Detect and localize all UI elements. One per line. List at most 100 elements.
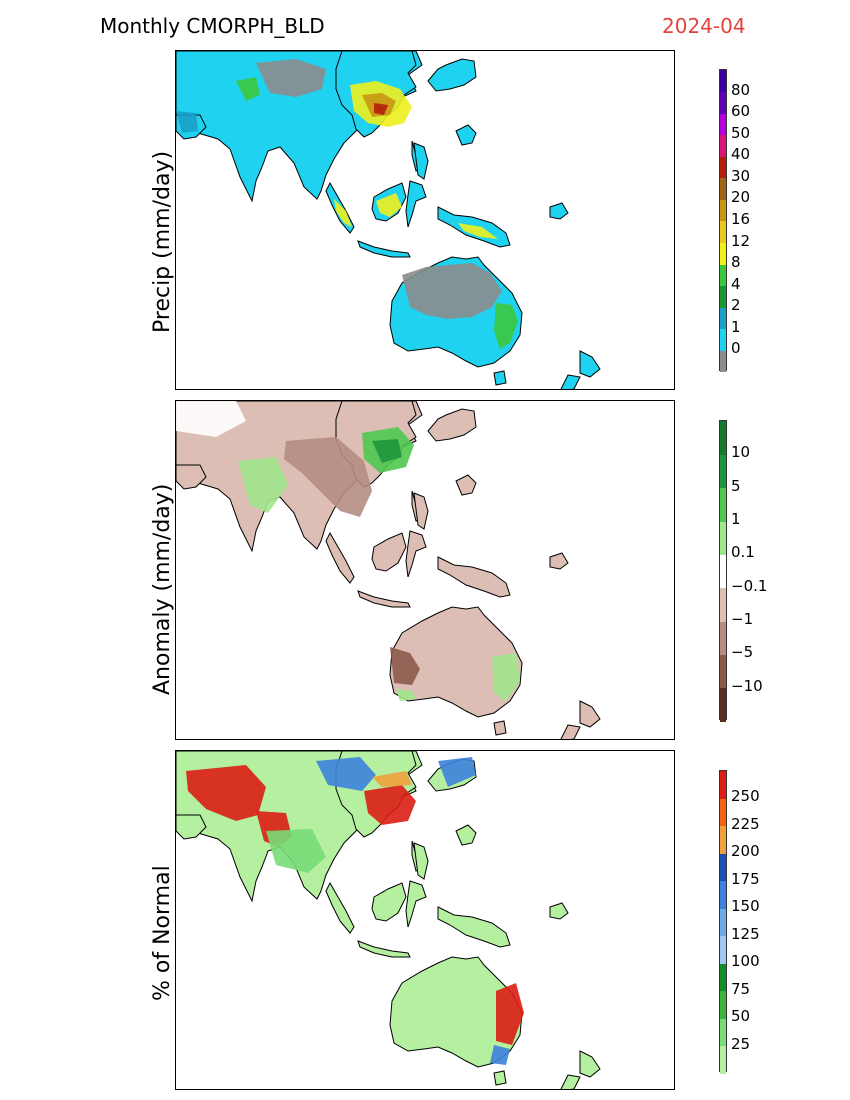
colorbar-swatch	[720, 963, 726, 992]
anomaly-land	[176, 401, 601, 739]
landmass	[560, 1074, 581, 1089]
colorbar-tick-label: 25	[731, 1034, 751, 1053]
precip-field-patch	[438, 757, 476, 787]
colorbar-tick-label: −0.1	[731, 576, 768, 595]
precip-field-patch	[316, 757, 376, 791]
precip-map	[176, 51, 601, 389]
colorbar-tick-label: 8	[731, 253, 741, 272]
landmass	[325, 881, 355, 934]
landmass	[357, 240, 411, 258]
colorbar-tick-label: 50	[731, 1007, 751, 1026]
colorbar-swatch	[720, 880, 726, 909]
landmass	[437, 556, 511, 598]
landmass	[413, 142, 429, 180]
precip-field-patch	[458, 223, 498, 239]
colorbar-swatch	[720, 935, 726, 964]
landmass	[579, 1050, 601, 1078]
colorbar-tick-label: 5	[731, 476, 741, 495]
colorbar-swatch	[720, 264, 726, 287]
percent-normal-map-panel	[175, 750, 675, 1090]
landmass	[579, 700, 601, 728]
precip-field-patch	[402, 263, 502, 319]
colorbar-tick-label: 225	[731, 814, 760, 833]
precip-field-patch	[376, 193, 402, 217]
precip-axis-label: Precip (mm/day)	[150, 150, 175, 333]
precip-field-patch	[372, 439, 402, 463]
precip-field-patch	[176, 111, 198, 133]
precip-colorbar	[719, 69, 727, 373]
precip-detail	[176, 59, 518, 349]
colorbar-swatch	[720, 798, 726, 827]
landmass	[493, 720, 507, 736]
colorbar-tick-label: 16	[731, 210, 751, 228]
colorbar-tick-label: 20	[731, 188, 751, 207]
colorbar-tick-label: 30	[731, 166, 751, 185]
colorbar-tick-label: 75	[731, 979, 751, 998]
colorbar-tick-label: 125	[731, 924, 760, 943]
precip-field-patch	[372, 771, 412, 787]
precip-field-patch	[396, 689, 416, 701]
colorbar-swatch	[720, 1018, 726, 1047]
colorbar-swatch	[720, 521, 726, 555]
colorbar-swatch	[720, 554, 726, 589]
landmass	[405, 880, 427, 928]
colorbar-swatch	[720, 454, 726, 489]
colorbar-tick-label: 12	[731, 231, 751, 250]
landmass	[357, 940, 411, 958]
percent-normal-map	[176, 751, 601, 1089]
colorbar-tick-label: −5	[731, 643, 754, 662]
landmass	[549, 202, 569, 220]
landmass	[455, 824, 477, 846]
colorbar-swatch	[720, 307, 726, 330]
colorbar-swatch	[720, 328, 726, 351]
landmass	[455, 124, 477, 146]
landmass	[413, 842, 429, 880]
precip-field-patch	[490, 1045, 510, 1065]
colorbar-swatch	[720, 134, 726, 157]
precip-field-patch	[390, 647, 420, 685]
anomaly-axis-label: Anomaly (mm/day)	[150, 483, 175, 695]
colorbar-swatch	[720, 91, 726, 114]
colorbar-swatch	[720, 156, 726, 179]
precip-field-patch	[364, 785, 416, 825]
colorbar-swatch	[720, 421, 726, 455]
percent-normal-axis-label: % of Normal	[150, 865, 175, 1001]
percent-normal-detail	[186, 757, 524, 1065]
landmass	[493, 1070, 507, 1086]
colorbar-swatch	[720, 621, 726, 655]
colorbar-swatch	[720, 199, 726, 222]
anomaly-map	[176, 401, 601, 739]
colorbar-swatch	[720, 654, 726, 689]
landmass	[389, 956, 523, 1068]
colorbar-swatch	[720, 587, 726, 622]
colorbar-tick-label: 4	[731, 274, 741, 293]
colorbar-swatch	[720, 113, 726, 136]
precip-field-patch	[266, 829, 326, 873]
precip-field-patch	[236, 77, 260, 101]
colorbar-swatch	[720, 242, 726, 265]
colorbar-tick-label: 1	[731, 317, 741, 336]
landmass	[405, 180, 427, 228]
colorbar-tick-label: 60	[731, 102, 751, 121]
map-date: 2024-04	[662, 14, 746, 38]
colorbar-tick-label: 100	[731, 952, 760, 971]
landmass	[549, 552, 569, 570]
colorbar-swatch	[720, 825, 726, 854]
colorbar-swatch	[720, 853, 726, 882]
landmass	[389, 606, 523, 718]
precip-field-patch	[256, 59, 326, 97]
anomaly-map-panel	[175, 400, 675, 740]
landmass	[371, 532, 407, 572]
colorbar-tick-label: 200	[731, 842, 760, 861]
colorbar-tick-label: 250	[731, 787, 760, 806]
landmass	[560, 724, 581, 739]
colorbar-swatch	[720, 285, 726, 308]
colorbar-swatch	[720, 687, 726, 722]
landmass	[325, 531, 355, 584]
colorbar-swatch	[720, 350, 726, 373]
landmass	[455, 474, 477, 496]
percent-normal-colorbar	[719, 770, 727, 1074]
precip-field-patch	[494, 303, 518, 349]
precip-field-patch	[284, 437, 372, 517]
landmass	[405, 530, 427, 578]
